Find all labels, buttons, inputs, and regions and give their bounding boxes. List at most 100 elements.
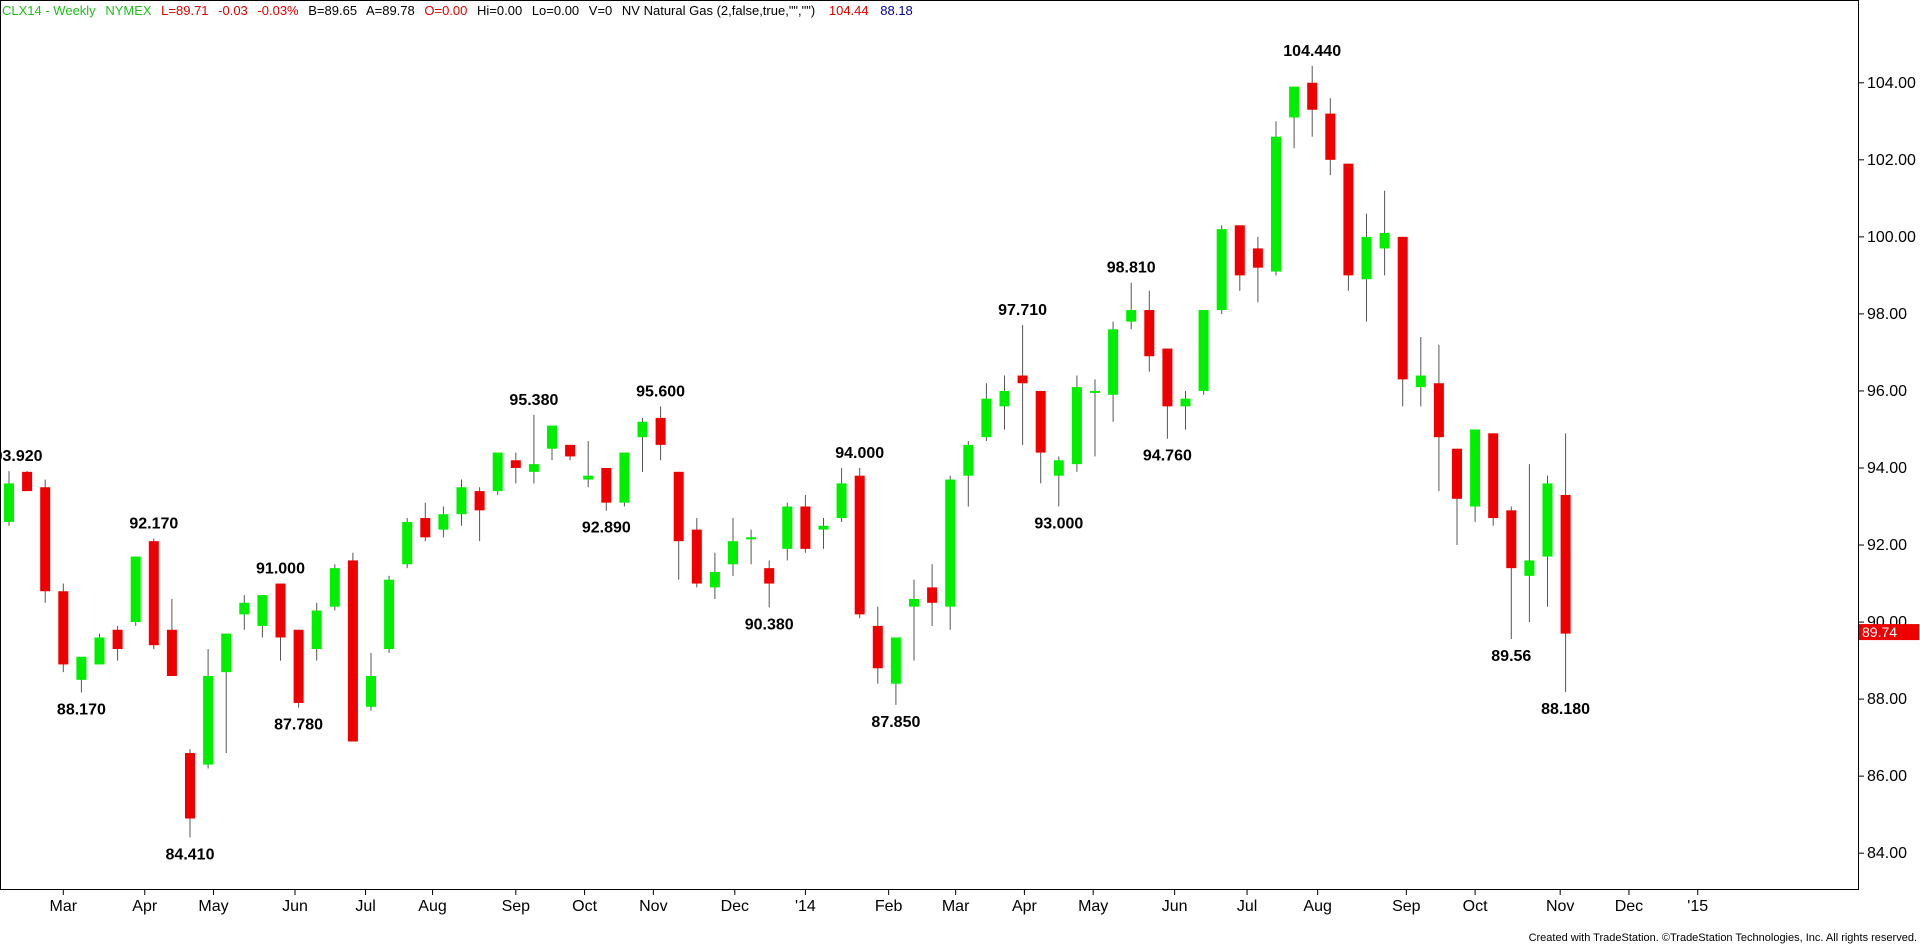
candle — [1542, 475, 1553, 607]
candle-body — [818, 525, 829, 530]
x-tick-label: Apr — [1012, 898, 1038, 915]
y-axis: 84.0086.0088.0090.0092.0094.0096.0098.00… — [1858, 75, 1916, 862]
candle-body — [728, 541, 738, 565]
candle-body — [963, 444, 974, 476]
price-annotation: 88.180 — [1541, 701, 1590, 718]
header-indicator: NV Natural Gas (2,false,true,"","") — [622, 3, 815, 18]
candle-body — [709, 571, 720, 588]
candle-body — [347, 560, 358, 742]
price-annotation: 94.760 — [1143, 448, 1192, 465]
candle-body — [746, 537, 757, 540]
y-tick-label: 96.00 — [1867, 383, 1907, 400]
candle — [1289, 86, 1300, 149]
header-lo: Lo=0.00 — [532, 3, 579, 18]
candle-body — [1470, 429, 1481, 507]
candle — [782, 502, 793, 561]
candle-body — [691, 529, 702, 584]
candle — [1379, 190, 1390, 276]
candle — [945, 475, 956, 630]
candle — [1252, 236, 1263, 303]
header-hi: Hi=0.00 — [477, 3, 522, 18]
candle — [1325, 98, 1336, 176]
candle — [1343, 163, 1354, 291]
candle-body — [438, 514, 449, 530]
svg-text:CLX14 - Weekly NYMEX L: CLX14 - Weekly NYMEX L=89.71 -0.03 -0.03… — [2, 3, 913, 18]
candle-body — [1180, 398, 1191, 407]
price-annotation: 93.920 — [0, 448, 43, 465]
candle — [1216, 225, 1227, 314]
candle-body — [329, 568, 340, 607]
y-tick-label: 86.00 — [1867, 768, 1907, 785]
candle-body — [1271, 136, 1281, 272]
candle-body — [239, 602, 250, 615]
candle-body — [1216, 229, 1227, 311]
candle-body — [872, 625, 883, 669]
price-annotation: 88.170 — [57, 702, 106, 719]
annotations: 93.920 88.170 92.170 84.410 91.000 87.780 95.3… — [0, 43, 1590, 864]
candle — [1415, 337, 1426, 407]
x-tick-label: Dec — [1615, 898, 1643, 915]
plot-frame — [0, 0, 1859, 890]
candle-body — [1162, 348, 1173, 407]
x-tick-label: Aug — [1303, 898, 1331, 915]
candle — [58, 583, 69, 673]
x-tick-label: Oct — [1463, 898, 1488, 915]
header-volume: V=0 — [589, 3, 613, 18]
candle — [854, 467, 865, 619]
candle — [655, 406, 666, 461]
candle — [601, 467, 612, 511]
candle — [1108, 321, 1119, 422]
candle — [1162, 348, 1173, 439]
candle-body — [1307, 82, 1318, 110]
candle — [1271, 121, 1281, 276]
candle — [764, 560, 775, 608]
candle — [1397, 236, 1408, 407]
candle-body — [1108, 329, 1119, 395]
candle — [1488, 433, 1499, 526]
candle-body — [583, 475, 594, 480]
candle — [999, 375, 1010, 430]
price-annotation: 94.000 — [835, 445, 884, 462]
candle-body — [673, 471, 684, 542]
candle — [927, 564, 938, 626]
candle-body — [420, 518, 431, 538]
candle — [1198, 310, 1209, 395]
candle — [4, 471, 14, 526]
header-last: L=89.71 — [161, 3, 208, 18]
candle-body — [1361, 236, 1372, 280]
y-tick-label: 92.00 — [1867, 537, 1907, 554]
candle-body — [1433, 383, 1444, 438]
candle — [456, 479, 467, 526]
x-axis: Mar Apr May Jun Jul Aug Sep Oct Nov Dec '14 Feb Mar A… — [50, 889, 1708, 915]
price-annotation: 87.780 — [274, 717, 323, 734]
current-price-marker: 89.74 — [1859, 624, 1919, 641]
candle — [619, 452, 630, 507]
candle — [239, 595, 250, 630]
candle-body — [1289, 86, 1300, 118]
candle — [112, 625, 123, 661]
x-tick-label: Oct — [572, 898, 597, 915]
candle — [1433, 344, 1444, 492]
candle — [1035, 390, 1046, 484]
x-tick-label: Mar — [942, 898, 970, 915]
candle-body — [601, 467, 612, 503]
candle-body — [474, 491, 485, 511]
candle — [1524, 464, 1535, 623]
x-tick-label: Aug — [418, 898, 446, 915]
candle-body — [1071, 387, 1082, 465]
x-tick-label: Apr — [132, 898, 158, 915]
candle — [22, 471, 33, 492]
header-change-pct: -0.03% — [257, 3, 299, 18]
candle-body — [800, 506, 811, 549]
candle — [963, 441, 974, 507]
candles — [4, 65, 1571, 838]
candle — [691, 518, 702, 588]
header-symbol: CLX14 - Weekly — [2, 3, 96, 18]
candle — [1180, 390, 1191, 430]
candle — [40, 479, 51, 603]
candle — [311, 602, 322, 661]
x-tick-label: Sep — [1392, 898, 1421, 915]
candle-body — [1397, 236, 1408, 380]
candle — [366, 652, 376, 711]
